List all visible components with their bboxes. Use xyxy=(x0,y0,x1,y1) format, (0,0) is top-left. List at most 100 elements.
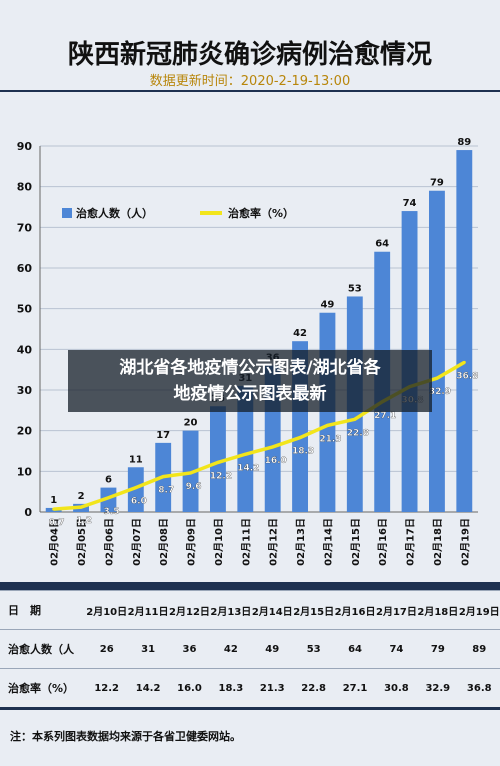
x-tick-label: 02月12日 xyxy=(268,518,280,566)
table-cell: 31 xyxy=(127,629,169,669)
x-tick-label: 02月11日 xyxy=(240,518,252,566)
table-cell: 74 xyxy=(375,629,418,669)
bar-value-label: 79 xyxy=(430,178,444,189)
bar-value-label: 42 xyxy=(293,328,307,339)
table-cell: 30.8 xyxy=(375,668,418,707)
rate-value-label: 1.2 xyxy=(76,516,92,526)
bar-value-label: 11 xyxy=(129,454,143,465)
row-label-cured: 治愈人数（人 xyxy=(0,629,86,669)
rate-value-label: 32.9 xyxy=(429,387,451,397)
x-tick-label: 02月09日 xyxy=(186,518,198,566)
rate-value-label: 8.7 xyxy=(158,486,174,496)
bar xyxy=(428,190,445,512)
x-tick-label: 02月17日 xyxy=(405,518,417,566)
bar xyxy=(319,312,336,512)
y-tick-label: 60 xyxy=(17,262,33,275)
bar xyxy=(456,150,473,513)
y-tick-label: 80 xyxy=(17,181,33,194)
rate-point xyxy=(216,460,220,464)
table-cell: 36.8 xyxy=(458,668,500,707)
rate-point xyxy=(243,452,247,456)
rate-value-label: 3.5 xyxy=(103,507,119,517)
table-cell: 53 xyxy=(292,629,335,669)
table-row-dates: 日 期 2月10日 2月11日 2月12日 2月13日 2月14日 2月15日 … xyxy=(0,590,500,630)
rate-value-label: 0.7 xyxy=(49,518,65,528)
y-tick-label: 0 xyxy=(24,506,32,519)
y-tick-label: 70 xyxy=(17,221,33,234)
table-cell: 2月19日 xyxy=(458,590,500,630)
rate-point xyxy=(298,436,302,440)
bar-value-label: 1 xyxy=(50,495,57,506)
x-tick-label: 02月10日 xyxy=(213,518,225,566)
table-cell: 2月10日 xyxy=(86,590,128,630)
bar-value-label: 2 xyxy=(78,491,85,502)
y-tick-label: 10 xyxy=(17,465,33,478)
rate-value-label: 22.8 xyxy=(347,428,369,438)
table-cell: 79 xyxy=(417,629,459,669)
chart-title: 陕西新冠肺炎确诊病例治愈情况 xyxy=(67,40,432,70)
overlay-line-1: 湖北省各地疫情公示图表/湖北省各 xyxy=(119,358,381,378)
rate-value-label: 12.2 xyxy=(210,471,232,481)
table-cell: 64 xyxy=(334,629,376,669)
y-tick-label: 20 xyxy=(17,425,33,438)
bar-value-label: 17 xyxy=(156,430,170,441)
table-cell: 42 xyxy=(210,629,252,669)
x-tick-label: 02月04日 xyxy=(49,518,61,566)
y-tick-label: 40 xyxy=(17,343,33,356)
x-tick-label: 02月19日 xyxy=(459,518,471,566)
rate-point xyxy=(189,471,193,475)
rate-value-label: 18.3 xyxy=(292,447,314,457)
table-cell: 22.8 xyxy=(292,668,335,707)
source-note: 注：本系列图表数据均来源于各省卫健委网站。 xyxy=(10,730,241,743)
bar-value-label: 74 xyxy=(403,198,417,209)
table-row-cured: 治愈人数（人 26 31 36 42 49 53 64 74 79 89 xyxy=(0,629,500,669)
table-cell: 2月13日 xyxy=(210,590,252,630)
bar xyxy=(209,406,226,512)
table-cell: 2月11日 xyxy=(127,590,169,630)
rate-value-label: 9.6 xyxy=(186,482,202,492)
x-tick-label: 02月05日 xyxy=(76,518,88,566)
x-tick-label: 02月14日 xyxy=(322,518,334,566)
table-cell: 2月17日 xyxy=(375,590,418,630)
bar-value-label: 53 xyxy=(348,283,362,294)
legend-bar-swatch xyxy=(62,208,72,218)
rate-point xyxy=(271,445,275,449)
bar xyxy=(237,385,254,512)
table-cell: 49 xyxy=(251,629,293,669)
rate-value-label: 6.0 xyxy=(131,497,147,507)
table-cell: 32.9 xyxy=(417,668,459,707)
cured-chart: 0 10 20 30 40 50 60 70 80 90 1 02月04日 2 02月05日 6 02月06日… xyxy=(17,137,479,566)
x-tick-label: 02月18日 xyxy=(432,518,444,566)
y-tick-label: 90 xyxy=(17,140,33,153)
table-row-rate: 治愈率（%） 12.2 14.2 16.0 18.3 21.3 22.8 27.… xyxy=(0,668,500,707)
footer xyxy=(0,710,500,766)
rate-point xyxy=(52,507,56,511)
table-cell: 26 xyxy=(86,629,128,669)
table-cell: 27.1 xyxy=(334,668,376,707)
rate-point xyxy=(435,376,439,380)
bar-value-label: 64 xyxy=(375,239,389,250)
table-cell: 2月15日 xyxy=(292,590,335,630)
rate-point xyxy=(106,496,110,500)
x-tick-label: 02月06日 xyxy=(103,518,115,566)
rate-point xyxy=(462,360,466,364)
bar-value-label: 6 xyxy=(105,475,112,486)
overlay-line-2: 地疫情公示图表最新 xyxy=(173,384,327,404)
rate-value-label: 16.0 xyxy=(265,456,287,466)
table-cell: 2月16日 xyxy=(334,590,376,630)
row-label-rate: 治愈率（%） xyxy=(0,668,86,707)
table-cell: 2月12日 xyxy=(168,590,211,630)
table-cell: 21.3 xyxy=(251,668,293,707)
table-cell: 16.0 xyxy=(168,668,211,707)
header: 陕西新冠肺炎确诊病例治愈情况 数据更新时间：2020-2-19-13:00 xyxy=(0,0,500,90)
table-cell: 12.2 xyxy=(86,668,128,707)
rate-point xyxy=(161,475,165,479)
y-tick-label: 30 xyxy=(17,384,33,397)
legend-bar-label: 治愈人数（人） xyxy=(76,206,153,220)
x-tick-label: 02月08日 xyxy=(158,518,170,566)
rate-value-label: 21.3 xyxy=(319,434,341,444)
row-label-date: 日 期 xyxy=(0,590,86,630)
bar-value-label: 89 xyxy=(457,137,471,148)
rate-point xyxy=(79,505,83,509)
table-cell: 89 xyxy=(458,629,500,669)
